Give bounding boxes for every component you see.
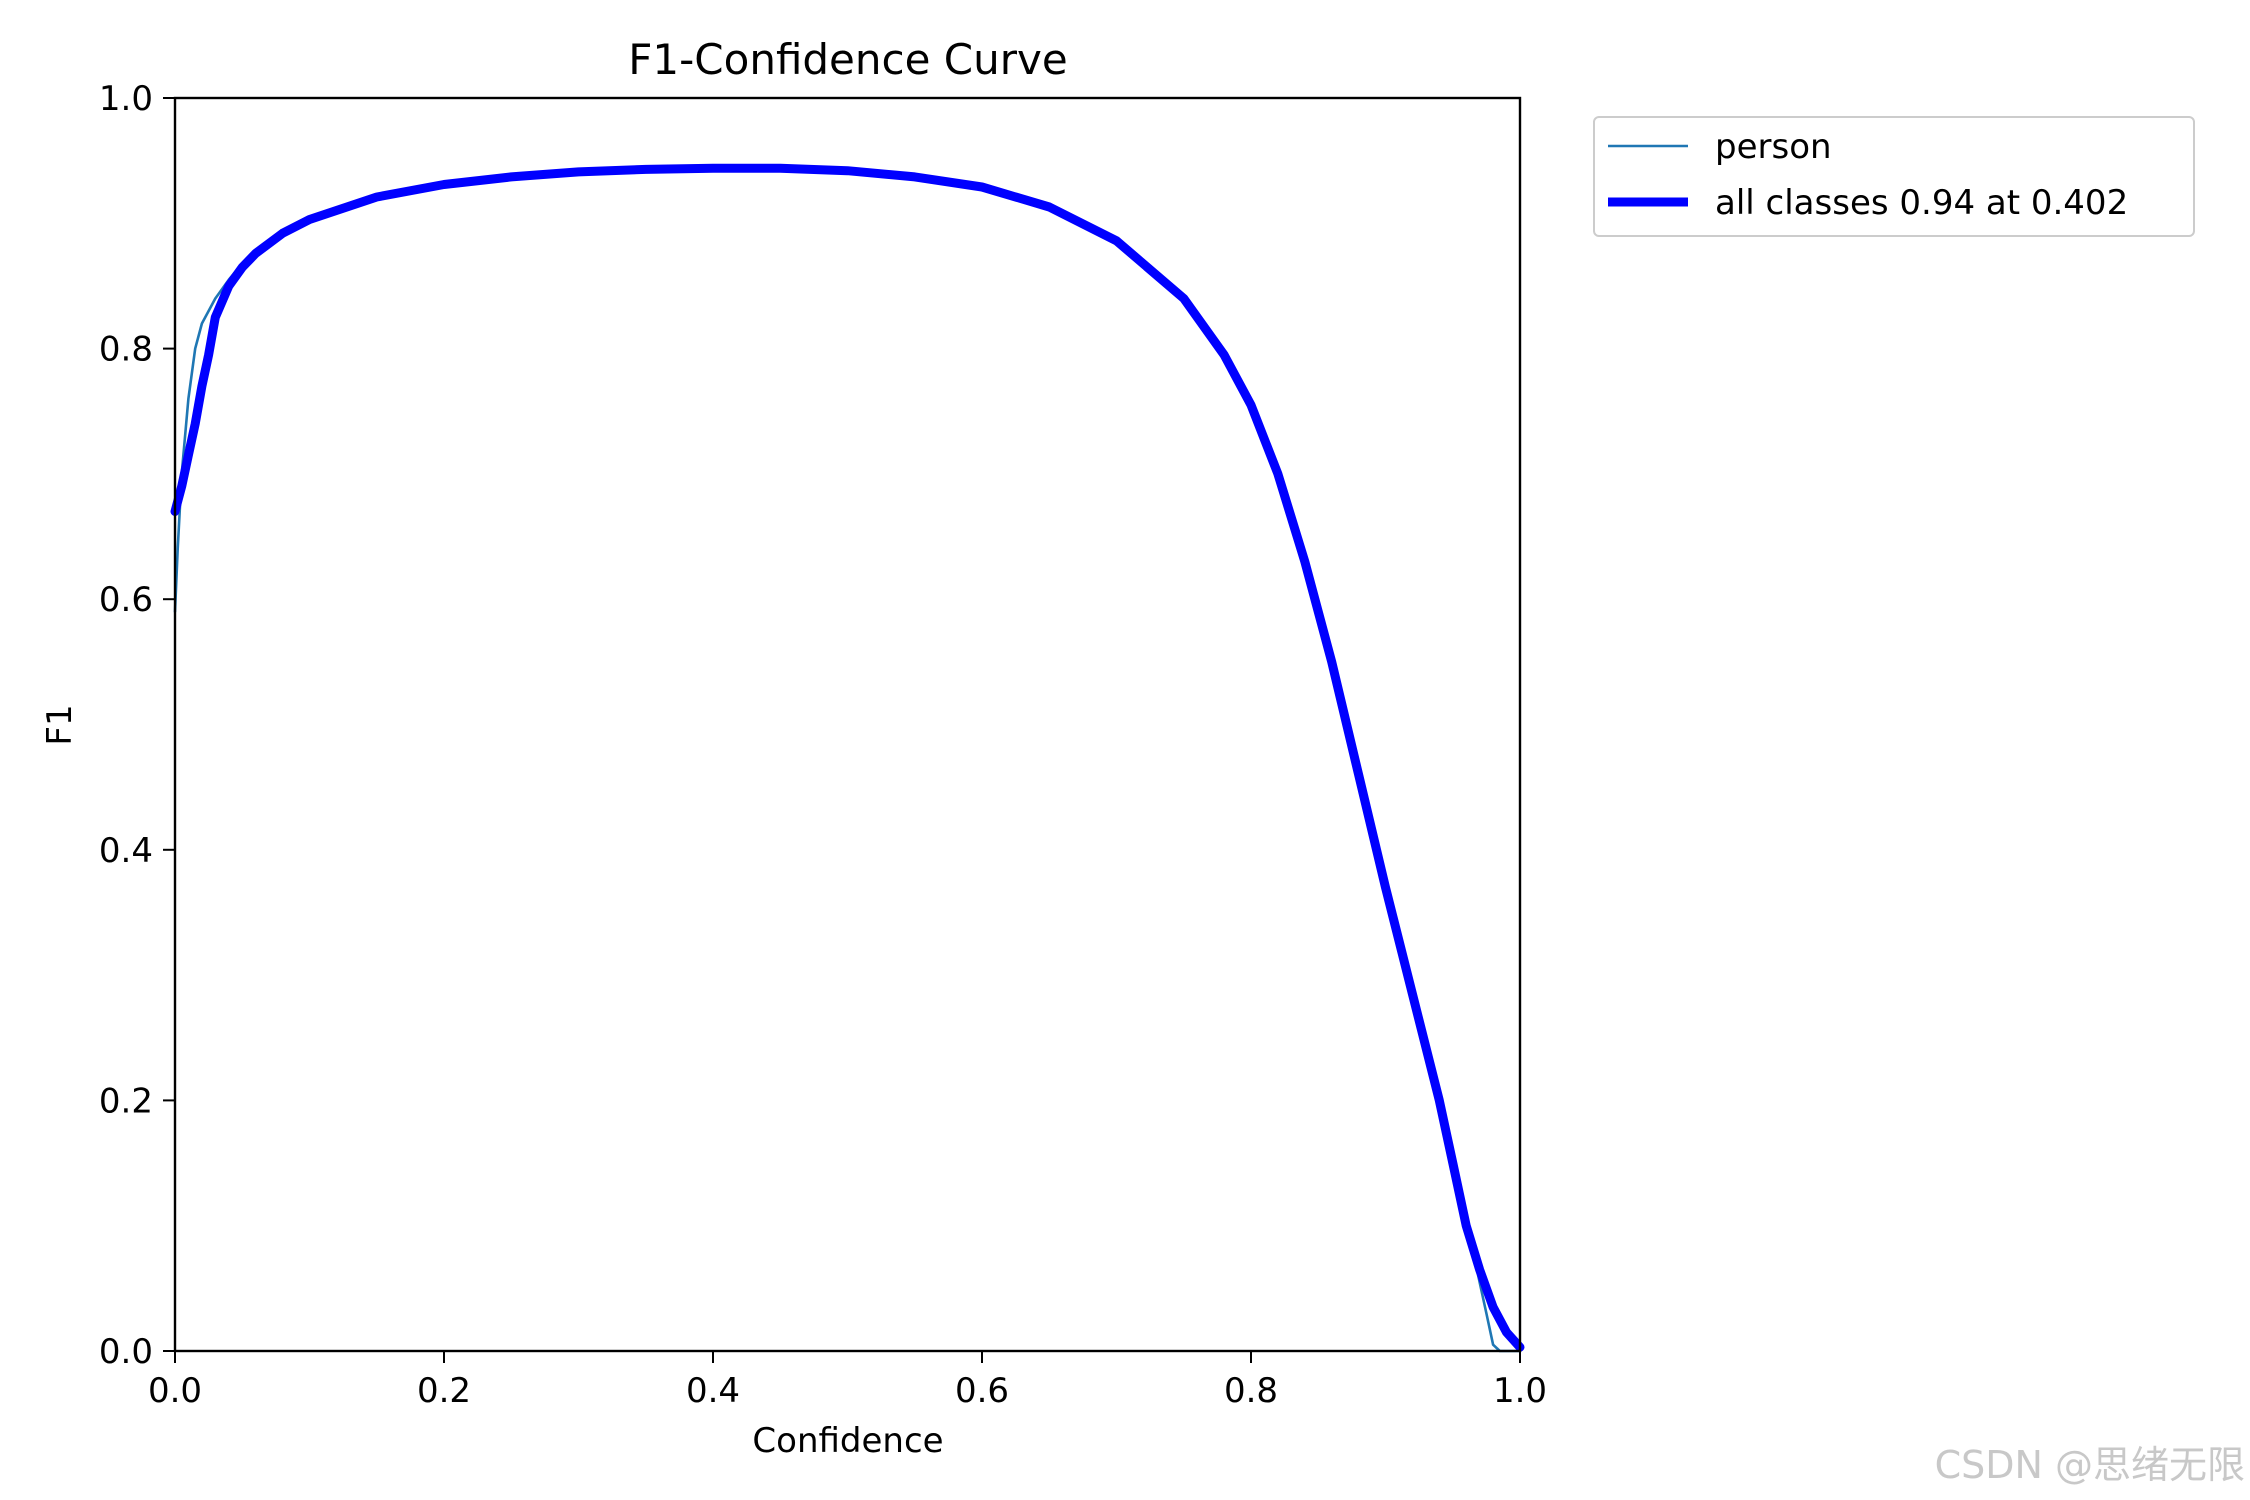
y-axis-ticks: 0.0 0.2 0.4 0.6 0.8 1.0 [99,79,175,1372]
legend: person all classes 0.94 at 0.402 [1593,116,2195,237]
x-tick-label-3: 0.6 [955,1371,1009,1411]
x-tick-label-4: 0.8 [1224,1371,1278,1411]
y-tick-label-2: 0.4 [99,831,153,871]
y-tick-label-0: 0.0 [99,1332,153,1372]
x-axis-ticks: 0.0 0.2 0.4 0.6 0.8 1.0 [148,1351,1547,1411]
y-tick-label-3: 0.6 [99,580,153,620]
x-tick-label-1: 0.2 [417,1371,471,1411]
chart-title: F1-Confidence Curve [628,35,1067,84]
y-tick-label-4: 0.8 [99,330,153,370]
y-tick-label-5: 1.0 [99,79,153,119]
x-tick-label-0: 0.0 [148,1371,202,1411]
x-axis-label: Confidence [752,1421,943,1461]
y-tick-label-1: 0.2 [99,1081,153,1121]
legend-box [1593,116,2195,237]
x-tick-label-5: 1.0 [1493,1371,1547,1411]
series-line-1 [170,163,1525,1352]
series-layer [170,163,1525,1353]
legend-label-all-classes: all classes 0.94 at 0.402 [1715,183,2128,223]
y-axis-label: F1 [40,704,80,745]
watermark-text: CSDN @思绪无限 [1935,1443,2245,1487]
legend-label-person: person [1715,127,1832,167]
x-tick-label-2: 0.4 [686,1371,740,1411]
plot-frame [173,96,1522,1353]
